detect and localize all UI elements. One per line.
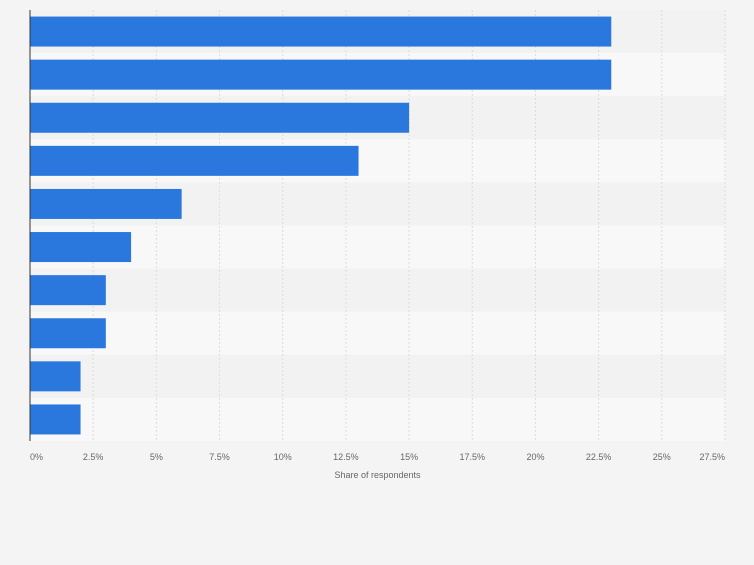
x-tick-label: 0% [30, 452, 43, 462]
bar[interactable] [30, 145, 359, 176]
row-band [30, 397, 725, 441]
x-tick-label: 5% [150, 452, 163, 462]
x-tick-label: 15% [400, 452, 418, 462]
row-band [30, 354, 725, 398]
row-band [30, 225, 725, 269]
x-tick-label: 2.5% [83, 452, 104, 462]
bar[interactable] [30, 102, 410, 133]
x-tick-label: 20% [526, 452, 544, 462]
bar[interactable] [30, 318, 106, 349]
bar[interactable] [30, 59, 612, 90]
x-axis-title: Share of respondents [334, 470, 421, 480]
x-tick-labels: 0% 2.5% 5% 7.5% 10% 12.5% 15% 17.5% 20% 22.5% 25% 2… [30, 452, 725, 462]
bar[interactable] [30, 404, 81, 435]
row-band [30, 311, 725, 355]
x-tick-label: 25% [653, 452, 671, 462]
x-tick-label: 17.5% [460, 452, 486, 462]
bar[interactable] [30, 188, 182, 219]
x-tick-label: 7.5% [209, 452, 230, 462]
x-tick-label: 27.5% [699, 452, 725, 462]
x-tick-label: 12.5% [333, 452, 359, 462]
row-band [30, 268, 725, 312]
x-tick-label: 10% [274, 452, 292, 462]
x-tick-label: 22.5% [586, 452, 612, 462]
bars [30, 16, 612, 435]
bar[interactable] [30, 16, 612, 47]
bar[interactable] [30, 275, 106, 306]
bar[interactable] [30, 232, 132, 263]
bar[interactable] [30, 361, 81, 392]
